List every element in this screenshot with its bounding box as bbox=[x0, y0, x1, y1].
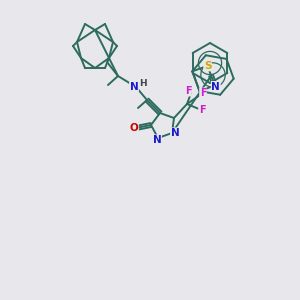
Text: N: N bbox=[171, 128, 179, 138]
Text: N: N bbox=[153, 135, 161, 145]
Text: F: F bbox=[200, 88, 206, 98]
Text: F: F bbox=[199, 105, 205, 115]
Text: S: S bbox=[204, 61, 211, 71]
Text: F: F bbox=[185, 86, 191, 96]
Text: N: N bbox=[130, 82, 138, 92]
Text: N: N bbox=[211, 82, 220, 92]
Text: H: H bbox=[139, 80, 147, 88]
Text: O: O bbox=[130, 123, 138, 133]
